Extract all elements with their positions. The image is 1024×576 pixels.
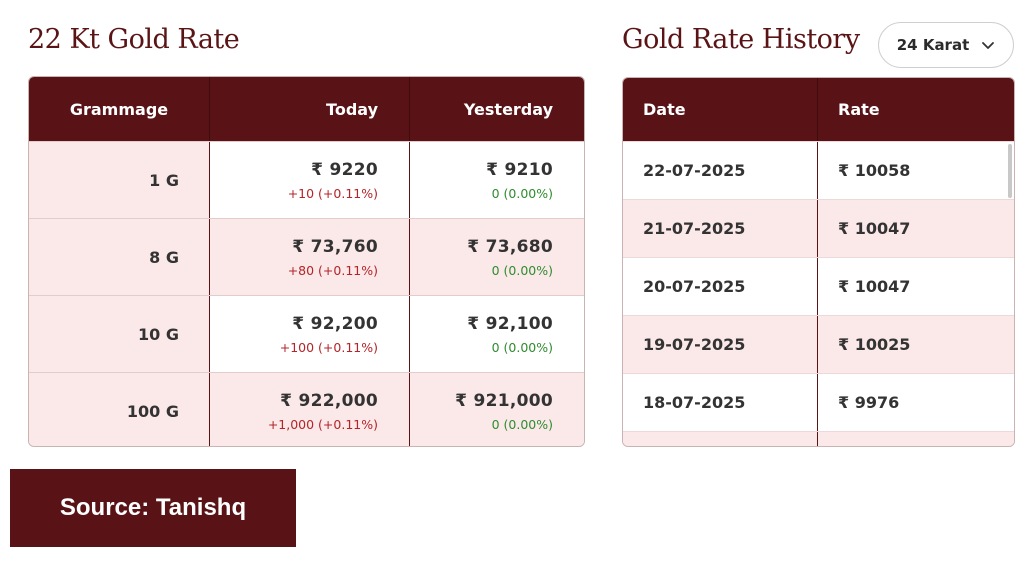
rate-row: 8 G ₹ 73,760 +80 (+0.11%) ₹ 73,680 0 (0.… [29,218,584,295]
yesterday-cell: ₹ 9210 0 (0.00%) [409,142,584,218]
today-cell: ₹ 73,760 +80 (+0.11%) [209,219,409,295]
today-price: ₹ 9220 [311,159,378,180]
rate-row: 10 G ₹ 92,200 +100 (+0.11%) ₹ 92,100 0 (… [29,295,584,372]
today-change: +80 (+0.11%) [287,262,378,278]
history-scrollbar[interactable] [1008,144,1012,198]
today-price: ₹ 922,000 [280,390,378,411]
history-row: 19-07-2025 ₹ 10025 [623,315,1014,373]
yesterday-price: ₹ 73,680 [467,236,553,257]
karat-select-value: 24 Karat [896,36,970,54]
yesterday-cell: ₹ 73,680 0 (0.00%) [409,219,584,295]
source-label: Source: Tanishq [10,469,296,547]
header-today: Today [209,77,409,141]
chevron-down-icon [982,42,995,49]
karat-select[interactable]: 24 Karat [878,22,1014,68]
yesterday-change: 0 (0.00%) [491,416,553,432]
header-grammage: Grammage [69,99,169,119]
history-date: 20-07-2025 [643,277,746,296]
grammage-cell: 100 G [29,373,209,446]
history-rate: ₹ 10058 [817,142,1014,199]
yesterday-price: ₹ 92,100 [467,313,553,334]
history-row: 20-07-2025 ₹ 10047 [623,257,1014,315]
history-date: 21-07-2025 [643,219,746,238]
header-date: Date [643,100,686,119]
yesterday-change: 0 (0.00%) [491,262,553,278]
history-date: 19-07-2025 [643,335,746,354]
today-price: ₹ 73,760 [292,236,378,257]
history-date: 22-07-2025 [643,161,746,180]
yesterday-change: 0 (0.00%) [491,185,553,201]
yesterday-change: 0 (0.00%) [491,339,553,355]
today-change: +100 (+0.11%) [279,339,378,355]
rate-table: Grammage Today Yesterday 1 G ₹ 9220 +10 … [28,76,585,447]
today-change: +1,000 (+0.11%) [267,416,378,432]
history-date: 18-07-2025 [643,393,746,412]
history-rate-partial [817,432,1014,446]
yesterday-cell: ₹ 92,100 0 (0.00%) [409,296,584,372]
today-cell: ₹ 922,000 +1,000 (+0.11%) [209,373,409,446]
history-rate: ₹ 9976 [817,374,1014,431]
yesterday-price: ₹ 9210 [486,159,553,180]
history-rate: ₹ 10047 [817,200,1014,257]
history-table-header: Date Rate [623,78,1014,141]
grammage-cell: 1 G [29,142,209,218]
header-rate: Rate [817,78,1014,141]
today-change: +10 (+0.11%) [287,185,378,201]
rate-row: 1 G ₹ 9220 +10 (+0.11%) ₹ 9210 0 (0.00%) [29,141,584,218]
header-yesterday: Yesterday [409,77,584,141]
history-row-partial [623,431,1014,446]
rate-table-header: Grammage Today Yesterday [29,77,584,141]
grammage-cell: 10 G [29,296,209,372]
yesterday-cell: ₹ 921,000 0 (0.00%) [409,373,584,446]
grammage-cell: 8 G [29,219,209,295]
history-date-partial [623,432,817,446]
yesterday-price: ₹ 921,000 [455,390,553,411]
today-cell: ₹ 92,200 +100 (+0.11%) [209,296,409,372]
today-cell: ₹ 9220 +10 (+0.11%) [209,142,409,218]
history-row: 22-07-2025 ₹ 10058 [623,141,1014,199]
history-rate: ₹ 10047 [817,258,1014,315]
history-row: 21-07-2025 ₹ 10047 [623,199,1014,257]
history-table[interactable]: Date Rate 22-07-2025 ₹ 10058 21-07-2025 … [622,77,1015,447]
history-row: 18-07-2025 ₹ 9976 [623,373,1014,431]
rate-title: 22 Kt Gold Rate [28,24,240,55]
today-price: ₹ 92,200 [292,313,378,334]
rate-row: 100 G ₹ 922,000 +1,000 (+0.11%) ₹ 921,00… [29,372,584,446]
history-rate: ₹ 10025 [817,316,1014,373]
history-title: Gold Rate History [622,24,860,55]
